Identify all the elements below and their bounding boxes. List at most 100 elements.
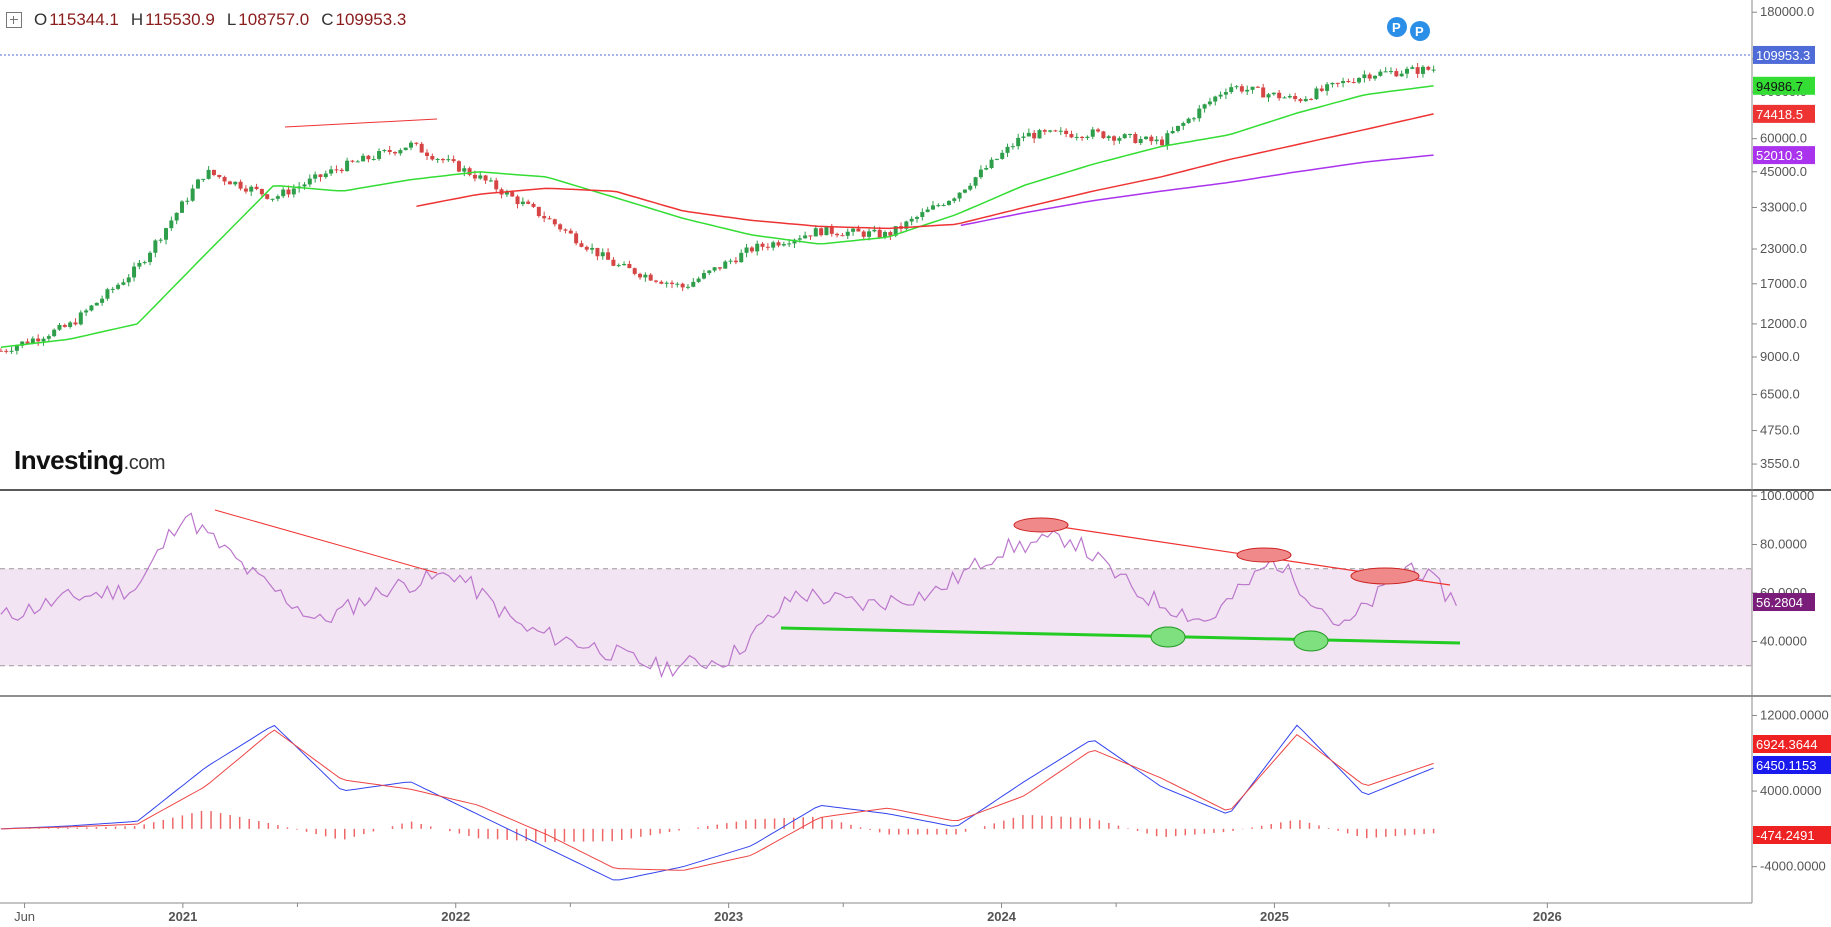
candle-body (749, 247, 754, 252)
price-tick-label: 3550.0 (1760, 456, 1800, 471)
candle-body (1181, 123, 1186, 126)
candle-body (387, 149, 392, 153)
candle-body (1202, 104, 1207, 109)
candle-body (1314, 88, 1319, 100)
price-tick-label: 12000.0 (1760, 316, 1807, 331)
candle-body (291, 188, 296, 195)
candle-body (1245, 89, 1250, 92)
candle-body (185, 200, 190, 202)
rsi-tick-label: 100.0000 (1760, 488, 1814, 503)
price-tick-label: 180000.0 (1760, 4, 1814, 19)
candle-body (1404, 68, 1409, 74)
candle-body (435, 159, 440, 161)
candle-body (1064, 130, 1069, 135)
x-tick-label: 2023 (714, 909, 743, 924)
candle-body (904, 221, 909, 229)
candle-body (403, 147, 408, 151)
candle-body (808, 235, 813, 237)
candle-body (84, 310, 89, 313)
rsi-trough-ellipse (1293, 630, 1329, 652)
candle-body (696, 278, 701, 282)
candle-body (472, 174, 477, 179)
x-tick-label: 2022 (441, 909, 470, 924)
candle-body (1112, 136, 1117, 141)
candle-body (121, 282, 126, 285)
logo-suffix: .com (123, 452, 166, 474)
candle-body (957, 192, 962, 199)
ma-value-badge (1753, 104, 1815, 123)
candle-body (1218, 94, 1223, 97)
candle-body (669, 282, 674, 284)
candle-body (819, 228, 824, 236)
candle-body (446, 159, 451, 161)
macd-pane (0, 724, 1435, 881)
candle-body (217, 174, 222, 178)
candle-body (1016, 137, 1021, 147)
candle-body (675, 283, 680, 285)
candle-body (14, 345, 19, 351)
candle-body (712, 267, 717, 271)
candle-body (89, 305, 94, 311)
candle-body (643, 274, 648, 278)
candle-body (398, 150, 403, 154)
candle-body (334, 169, 339, 171)
candle-body (680, 283, 685, 288)
candle-body (1085, 136, 1090, 138)
candle-body (888, 232, 893, 236)
price-tick-label: 45000.0 (1760, 164, 1807, 179)
candle-body (488, 180, 493, 182)
rsi-support-line (780, 626, 1461, 645)
candle-body (930, 205, 935, 210)
candle-body (1170, 131, 1175, 134)
candle-body (691, 281, 696, 287)
candle-body (110, 288, 115, 290)
candle-body (265, 194, 270, 199)
macd-line (0, 729, 1434, 871)
candle-body (275, 196, 280, 199)
candle-body (105, 289, 110, 299)
candle-body (792, 239, 797, 244)
x-tick-label: 2025 (1260, 909, 1289, 924)
candle-body (520, 201, 525, 205)
candle-body (25, 341, 30, 344)
candle-body (797, 238, 802, 240)
candle-body (169, 220, 174, 229)
candle-body (424, 152, 429, 157)
candle-body (355, 161, 360, 163)
candle-body (270, 198, 275, 200)
macd-value-badge (1753, 756, 1831, 774)
candle-body (968, 185, 973, 190)
candle-body (451, 159, 456, 162)
candle-body (1410, 67, 1415, 69)
candle-body (654, 280, 659, 282)
candle-body (1383, 71, 1388, 73)
candle-body (57, 324, 62, 330)
candle-body (73, 322, 78, 325)
candle-body (467, 168, 472, 175)
p-marker-icon (1387, 17, 1407, 37)
candle-body (132, 266, 137, 278)
candle-body (1048, 130, 1053, 132)
candle-body (1213, 96, 1218, 102)
candle-body (1373, 75, 1378, 79)
candle-body (600, 252, 605, 257)
rsi-tick-label: 80.0000 (1760, 537, 1807, 552)
candle-body (286, 189, 291, 195)
candle-body (222, 177, 227, 182)
candle-body (616, 265, 621, 267)
macd-value-badge (1753, 735, 1831, 753)
candle-body (989, 159, 994, 169)
candle-body (952, 198, 957, 201)
candle-body (760, 243, 765, 247)
candle-body (190, 188, 195, 201)
candle-body (1021, 136, 1026, 138)
candle-body (339, 169, 344, 172)
candle-body (249, 186, 254, 192)
expand-icon[interactable] (6, 12, 22, 28)
candle-body (345, 160, 350, 172)
candle-body (574, 233, 579, 244)
candle-body (515, 196, 520, 205)
candle-body (1367, 74, 1372, 79)
trendline (284, 118, 438, 128)
